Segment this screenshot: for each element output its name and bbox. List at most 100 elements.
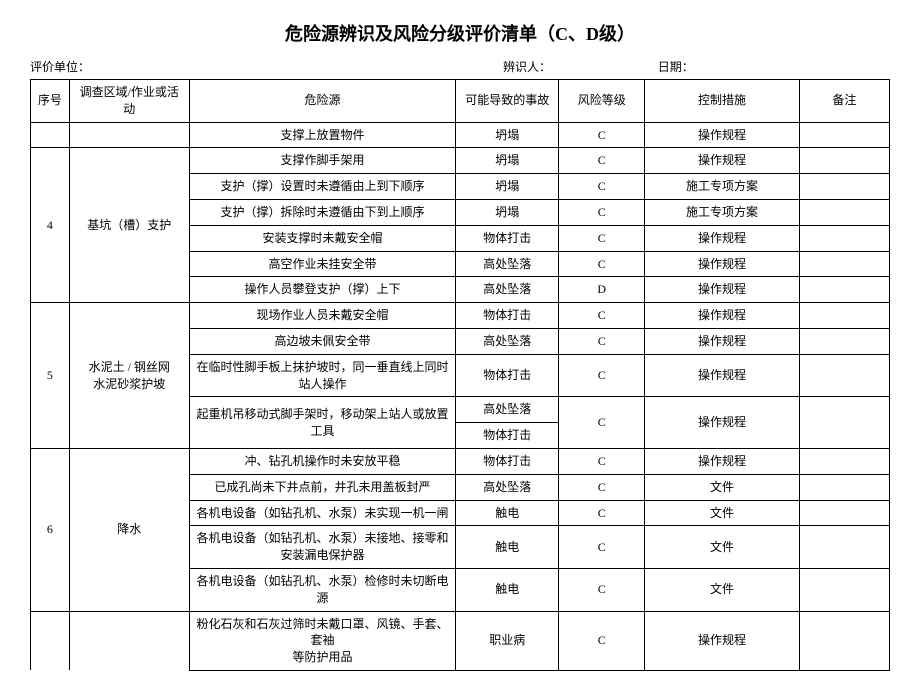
cell-risk: C [559,174,645,200]
cell-seq: 4 [31,148,70,303]
meta-unit: 评价单位： [30,58,503,75]
table-row: 4 基坑（槽）支护 支撑作脚手架用 坍塌 C 操作规程 [31,148,890,174]
cell-note [799,474,889,500]
cell-hazard: 安装支撑时未戴安全帽 [189,225,455,251]
cell-control: 操作规程 [645,122,800,148]
cell-accident: 高处坠落 [456,474,559,500]
cell-accident: 物体打击 [456,448,559,474]
cell-accident: 坍塌 [456,122,559,148]
cell-note [799,448,889,474]
cell-accident: 高处坠落 [456,328,559,354]
cell-hazard: 高边坡未佩安全带 [189,328,455,354]
cell-risk: C [559,568,645,611]
meta-row: 评价单位： 辨识人： 日期： [30,58,890,75]
cell-accident: 物体打击 [456,423,559,449]
cell-control: 文件 [645,526,800,569]
cell-hazard: 各机电设备（如钻孔机、水泵）未接地、接零和 安装漏电保护器 [189,526,455,569]
cell-risk: D [559,277,645,303]
cell-seq [31,611,70,670]
cell-control: 施工专项方案 [645,199,800,225]
cell-seq: 6 [31,448,70,611]
cell-control: 操作规程 [645,251,800,277]
cell-hazard: 操作人员攀登支护（撑）上下 [189,277,455,303]
meta-identifier: 辨识人： [503,58,658,75]
cell-hazard: 各机电设备（如钻孔机、水泵）未实现一机一闸 [189,500,455,526]
cell-accident: 高处坠落 [456,277,559,303]
h-seq: 序号 [31,80,70,123]
cell-area: 降水 [69,448,189,611]
cell-note [799,122,889,148]
cell-risk: C [559,611,645,670]
table-row: 6 降水 冲、钻孔机操作时未安放平稳 物体打击 C 操作规程 [31,448,890,474]
cell-risk: C [559,303,645,329]
table-row: 支撑上放置物件 坍塌 C 操作规程 [31,122,890,148]
cell-hazard: 现场作业人员未戴安全帽 [189,303,455,329]
cell-note [799,199,889,225]
cell-control: 操作规程 [645,611,800,670]
h-risk: 风险等级 [559,80,645,123]
cell-risk: C [559,397,645,449]
cell-control: 操作规程 [645,448,800,474]
cell-accident: 触电 [456,568,559,611]
cell-risk: C [559,225,645,251]
cell-note [799,611,889,670]
cell-note [799,303,889,329]
h-area: 调查区域/作业或活动 [69,80,189,123]
cell-note [799,251,889,277]
cell-risk: C [559,199,645,225]
cell-accident: 物体打击 [456,354,559,397]
cell-note [799,526,889,569]
cell-risk: C [559,474,645,500]
cell-control: 操作规程 [645,303,800,329]
h-hazard: 危险源 [189,80,455,123]
cell-note [799,225,889,251]
cell-accident: 触电 [456,526,559,569]
cell-accident: 坍塌 [456,174,559,200]
cell-control: 施工专项方案 [645,174,800,200]
cell-control: 操作规程 [645,277,800,303]
page-title: 危险源辨识及风险分级评价清单（C、D级） [30,20,890,46]
cell-area: 水泥土 / 钢丝网 水泥砂浆护坡 [69,303,189,449]
cell-hazard: 已成孔尚未下井点前，井孔未用盖板封严 [189,474,455,500]
cell-risk: C [559,122,645,148]
cell-hazard: 粉化石灰和石灰过筛时未戴口罩、风镜、手套、套袖 等防护用品 [189,611,455,670]
cell-note [799,568,889,611]
cell-note [799,354,889,397]
cell-area [69,122,189,148]
cell-hazard: 冲、钻孔机操作时未安放平稳 [189,448,455,474]
cell-note [799,277,889,303]
cell-note [799,174,889,200]
cell-control: 操作规程 [645,225,800,251]
cell-hazard: 起重机吊移动式脚手架时，移动架上站人或放置工具 [189,397,455,449]
cell-control: 操作规程 [645,148,800,174]
table-row: 5 水泥土 / 钢丝网 水泥砂浆护坡 现场作业人员未戴安全帽 物体打击 C 操作… [31,303,890,329]
cell-risk: C [559,148,645,174]
cell-area: 基坑（槽）支护 [69,148,189,303]
cell-hazard: 各机电设备（如钻孔机、水泵）检修时未切断电源 [189,568,455,611]
cell-area [69,611,189,670]
cell-seq [31,122,70,148]
cell-hazard: 高空作业未挂安全带 [189,251,455,277]
cell-accident: 物体打击 [456,303,559,329]
cell-note [799,328,889,354]
cell-risk: C [559,526,645,569]
cell-control: 操作规程 [645,354,800,397]
cell-hazard: 在临时性脚手板上抹护坡时，同一垂直线上同时站人操作 [189,354,455,397]
cell-control: 文件 [645,500,800,526]
cell-hazard: 支护（撑）设置时未遵循由上到下顺序 [189,174,455,200]
cell-seq: 5 [31,303,70,449]
cell-accident: 职业病 [456,611,559,670]
cell-accident: 坍塌 [456,199,559,225]
table-row: 粉化石灰和石灰过筛时未戴口罩、风镜、手套、套袖 等防护用品 职业病 C 操作规程 [31,611,890,670]
cell-hazard: 支撑作脚手架用 [189,148,455,174]
cell-accident: 物体打击 [456,225,559,251]
cell-accident: 高处坠落 [456,397,559,423]
cell-accident: 坍塌 [456,148,559,174]
h-control: 控制措施 [645,80,800,123]
cell-control: 文件 [645,568,800,611]
header-row: 序号 调查区域/作业或活动 危险源 可能导致的事故 风险等级 控制措施 备注 [31,80,890,123]
h-accident: 可能导致的事故 [456,80,559,123]
cell-risk: C [559,448,645,474]
cell-note [799,397,889,449]
cell-control: 操作规程 [645,328,800,354]
